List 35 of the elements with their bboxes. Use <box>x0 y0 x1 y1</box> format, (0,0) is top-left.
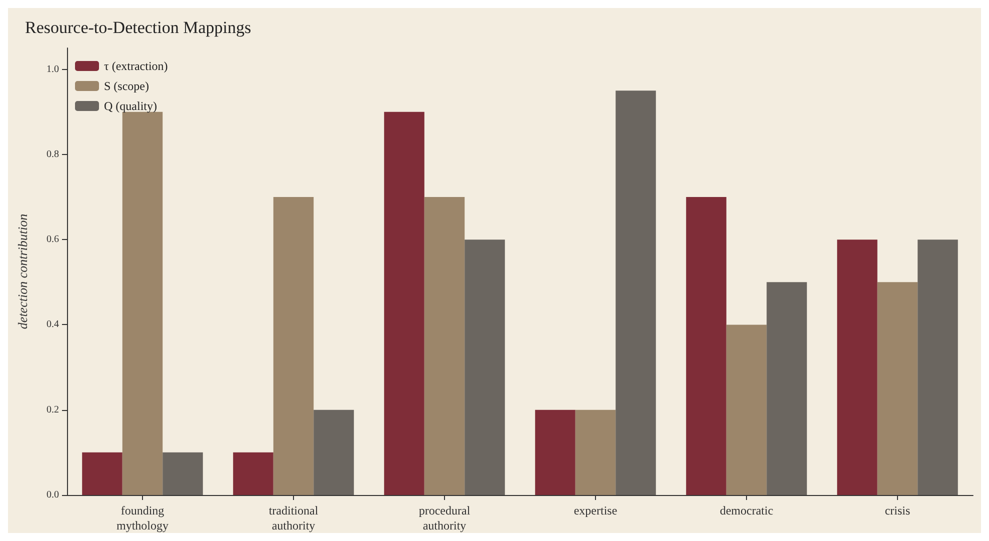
bar <box>877 282 918 495</box>
bar <box>575 410 616 495</box>
bar <box>314 410 354 495</box>
y-axis-title: detection contribution <box>15 214 30 330</box>
y-tick-label: 0.8 <box>46 148 59 160</box>
bar <box>273 197 314 495</box>
bar <box>82 452 122 495</box>
bar <box>837 240 878 495</box>
bar <box>122 112 163 495</box>
bar <box>918 240 958 495</box>
bar <box>766 282 807 495</box>
y-tick-label: 1.0 <box>46 64 59 75</box>
bar <box>162 452 203 495</box>
x-tick-label: founding mythology <box>116 504 169 532</box>
chart-title: Resource-to-Detection Mappings <box>25 18 252 37</box>
x-tick-label: expertise <box>574 504 618 518</box>
bar <box>686 197 726 495</box>
x-tick-label: democratic <box>720 504 774 518</box>
x-tick-label: procedural authority <box>418 504 471 532</box>
bar <box>464 240 505 495</box>
bar <box>233 452 274 495</box>
legend-label: Q (quality) <box>104 99 157 113</box>
bar <box>535 410 576 495</box>
x-tick-label: traditional authority <box>268 504 319 532</box>
bar <box>726 324 767 495</box>
legend-label: S (scope) <box>104 79 149 93</box>
bar <box>424 197 465 495</box>
x-tick-label: crisis <box>884 504 910 518</box>
legend-label: τ (extraction) <box>104 59 168 73</box>
bar <box>616 90 656 495</box>
y-tick-label: 0.4 <box>46 319 59 330</box>
bar <box>384 112 424 495</box>
y-tick-label: 0.6 <box>46 234 59 246</box>
y-tick-label: 0.2 <box>46 404 59 416</box>
y-tick-label: 0.0 <box>46 490 59 500</box>
